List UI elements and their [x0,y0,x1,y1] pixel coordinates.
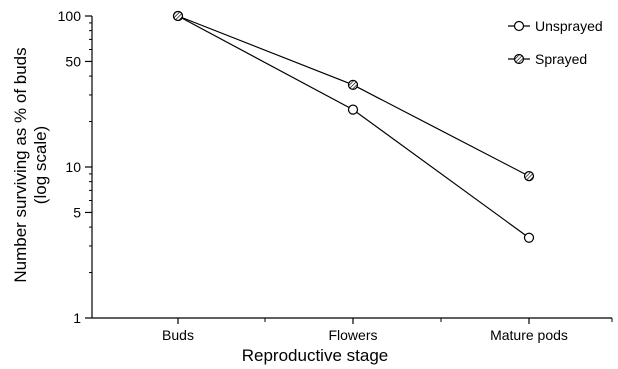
y-axis-title-line1: Number surviving as % of buds [11,47,30,282]
x-axis-title: Reproductive stage [242,346,388,365]
x-tick-label: Mature pods [490,327,568,343]
series-unsprayed [172,10,535,243]
legend-label: Unsprayed [535,18,603,34]
x-ticks: Buds Flowers Mature pods [162,318,613,343]
series-layer [172,10,535,243]
x-tick-label: Buds [162,327,194,343]
legend-marker [513,53,525,65]
series-line-unsprayed [177,15,530,239]
axes: 1 5 10 50 100 Buds Flowers Mature pods [58,8,613,343]
y-ticks: 1 5 10 50 100 [58,8,92,326]
series-line-sprayed [177,15,530,177]
series-sprayed [172,10,535,182]
y-tick-label: 100 [58,8,82,24]
legend-item-unsprayed: Unsprayed [508,18,603,34]
data-point-sprayed [172,10,184,22]
data-point-sprayed [347,79,359,90]
y-tick-label: 10 [65,159,81,175]
y-axis-title-line2: (log scale) [31,126,50,204]
y-tick-label: 1 [73,310,81,326]
legend-label: Sprayed [535,51,587,67]
legend: Unsprayed Sprayed [508,18,603,67]
data-point-sprayed [523,171,535,182]
y-tick-label: 5 [73,204,81,220]
x-tick-label: Flowers [328,327,377,343]
data-point-unsprayed [347,104,359,115]
y-tick-label: 50 [65,53,81,69]
legend-item-sprayed: Sprayed [508,51,587,67]
y-axis-title-group: Number surviving as % of buds (log scale… [11,47,50,282]
legend-marker [513,20,525,32]
data-point-unsprayed [523,232,535,243]
